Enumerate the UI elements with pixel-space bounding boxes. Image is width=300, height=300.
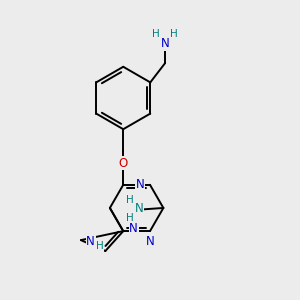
Text: N: N: [136, 178, 145, 191]
Text: H: H: [96, 241, 104, 251]
Text: H: H: [126, 195, 134, 205]
Text: O: O: [118, 157, 128, 169]
Text: H: H: [126, 213, 134, 223]
Text: H: H: [169, 29, 177, 39]
Text: N: N: [129, 222, 138, 235]
Text: N: N: [161, 37, 170, 50]
Text: N: N: [146, 235, 154, 248]
Text: H: H: [152, 29, 160, 39]
Text: N: N: [86, 235, 95, 248]
Text: N: N: [135, 202, 143, 215]
